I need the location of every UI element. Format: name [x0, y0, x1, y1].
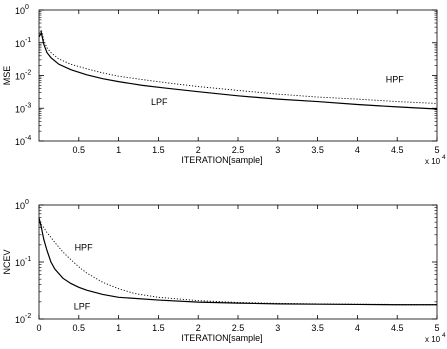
x-tick-label: 2.5	[232, 145, 245, 155]
x-multiplier-exponent: 4	[442, 332, 446, 339]
x-tick-label: 1	[116, 145, 121, 155]
annotation-hpf: HPF	[75, 242, 94, 252]
series-hpf-line	[38, 28, 438, 104]
series-lpf-line	[38, 217, 437, 306]
x-tick-label: 5	[434, 145, 439, 155]
x-tick-label: 0.5	[73, 145, 86, 155]
y-axis-label: NCEV	[2, 249, 12, 274]
x-tick-label: 1.5	[152, 145, 165, 155]
x-tick-label: 0.5	[73, 323, 86, 333]
x-multiplier: x 10	[425, 157, 441, 166]
y-tick-label: 10	[15, 137, 25, 147]
x-tick-label: 4	[355, 323, 360, 333]
y-tick-exponent: 0	[25, 4, 29, 11]
series-hpf-line	[38, 221, 437, 305]
x-tick-label: 4.5	[391, 145, 404, 155]
plot-frame	[38, 9, 438, 142]
x-tick-label: 2.5	[232, 323, 245, 333]
x-axis-label: ITERATION[sample]	[181, 155, 262, 165]
ncev-plot: 10 010 -110 -20 0.5 1 1.5 2 2.5 3 3.5 4 4.5 5x 10 4ITE…	[2, 199, 446, 344]
x-tick-label: 3	[275, 323, 280, 333]
x-tick-label: 1.5	[152, 323, 165, 333]
y-tick-label: 10	[15, 201, 25, 211]
y-tick-exponent: -1	[25, 256, 31, 263]
y-tick-label: 10	[15, 72, 25, 82]
x-axis-label: ITERATION[sample]	[181, 333, 262, 343]
x-tick-label: 2	[196, 323, 201, 333]
annotation-lpf: LPF	[151, 97, 168, 107]
annotation-hpf: HPF	[386, 74, 405, 84]
y-tick-exponent: -2	[25, 313, 31, 320]
y-tick-label: 10	[15, 104, 25, 114]
x-tick-label: 4	[355, 145, 360, 155]
y-tick-exponent: -4	[25, 135, 31, 142]
series-lpf-line	[38, 31, 438, 110]
y-tick-exponent: -3	[25, 102, 31, 109]
x-multiplier: x 10	[425, 335, 441, 344]
y-tick-exponent: 0	[25, 199, 29, 206]
x-multiplier-exponent: 4	[442, 154, 446, 161]
y-tick-label: 10	[15, 315, 25, 325]
y-tick-label: 10	[15, 258, 25, 268]
y-tick-exponent: -2	[25, 70, 31, 77]
x-tick-label: 0	[36, 323, 41, 333]
y-axis-label: MSE	[2, 66, 12, 86]
y-tick-label: 10	[15, 39, 25, 49]
x-tick-label: 4.5	[391, 323, 404, 333]
x-tick-label: 3.5	[311, 323, 324, 333]
plot-frame	[38, 204, 438, 320]
y-tick-exponent: -1	[25, 37, 31, 44]
x-tick-label: 3	[275, 145, 280, 155]
x-tick-label: 3.5	[311, 145, 324, 155]
x-tick-label: 5	[434, 323, 439, 333]
x-tick-label: 2	[196, 145, 201, 155]
x-tick-label: 1	[116, 323, 121, 333]
annotation-lpf: LPF	[74, 301, 91, 311]
y-tick-label: 10	[15, 6, 25, 16]
